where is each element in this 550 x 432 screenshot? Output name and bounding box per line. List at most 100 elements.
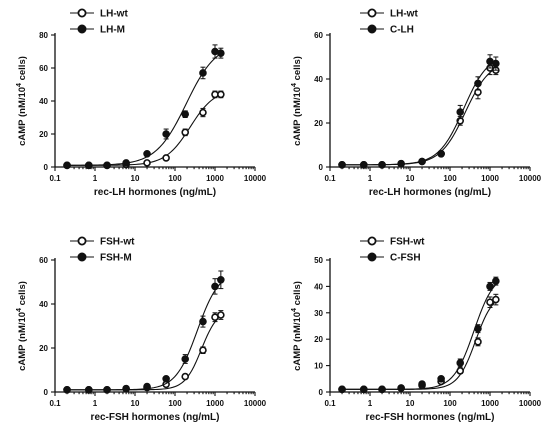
data-point [63,385,71,394]
data-point [199,346,207,355]
data-point [437,374,445,383]
data-point [143,382,151,391]
legend-marker [367,252,377,262]
x-tick-label: 1 [93,174,98,183]
series-filled [338,276,500,394]
data-point [122,384,130,393]
data-point [211,282,219,291]
data-point [103,385,111,394]
data-point [103,161,111,170]
data-point [397,159,405,168]
y-tick-label: 0 [319,163,324,172]
y-axis-title: cAMP (nM/104 cells) [16,281,28,371]
data-point [492,59,500,68]
y-tick-label: 10 [314,362,323,371]
data-point [143,150,151,158]
data-point [397,384,405,392]
y-axis-title: cAMP (nM/104 cells) [291,281,303,371]
x-tick-label: 1000 [481,399,499,408]
y-tick-label: 0 [44,163,49,172]
data-point [122,159,130,167]
y-tick-label: 40 [314,282,323,291]
fit-curve [67,53,222,166]
x-tick-label: 1000 [206,399,224,408]
data-point [217,90,225,99]
data-point [360,385,368,394]
legend-label: LH-wt [390,9,418,20]
x-axis-title: rec-FSH hormones (ng/mL) [91,412,220,423]
data-point [217,49,225,57]
legend-marker [77,236,87,246]
data-point [181,372,190,381]
y-tick-label: 50 [314,256,323,265]
x-tick-label: 10 [406,174,415,183]
x-axis-title: rec-LH hormones (ng/mL) [94,187,216,198]
x-tick-label: 10000 [519,174,542,183]
fit-curve [342,284,497,390]
x-tick-label: 1 [93,399,98,408]
data-point [338,161,346,169]
y-tick-label: 40 [39,97,48,106]
fit-curve [342,60,497,166]
data-point [199,69,207,77]
fit-curve [342,300,497,390]
data-point [378,161,386,169]
x-tick-label: 0.1 [324,399,336,408]
data-point [456,108,465,116]
series-open [338,60,500,169]
fit-curve [67,282,222,391]
x-axis-title: rec-FSH hormones (ng/mL) [366,412,495,423]
x-tick-label: 10 [131,174,140,183]
legend-marker [77,252,87,262]
y-tick-label: 60 [39,64,48,73]
data-point [217,275,225,284]
legend-label: LH-wt [100,9,128,20]
data-point [162,154,170,162]
x-tick-label: 10000 [244,174,267,183]
data-point [474,338,482,346]
data-point [85,161,93,170]
y-tick-label: 20 [39,130,48,139]
y-axis-title: cAMP (nM/104 cells) [16,56,28,146]
data-point [418,157,426,166]
x-tick-label: 10000 [244,399,267,408]
data-point [492,277,500,285]
data-point [181,355,190,363]
data-point [199,317,207,326]
data-point [63,161,71,170]
chart-panel-1: 0.1 1 10 100 1000 10000 0 20 40 60 80 rec-LH hormon… [16,8,267,198]
x-tick-label: 100 [443,174,457,183]
series-filled [338,54,500,169]
x-tick-label: 0.1 [49,174,61,183]
data-point [162,130,170,138]
x-tick-label: 1000 [481,174,499,183]
x-tick-label: 10 [406,399,415,408]
y-tick-label: 30 [314,309,323,318]
series-filled [63,270,225,394]
y-tick-label: 0 [319,388,324,397]
legend-marker [77,8,87,18]
series-open [63,90,225,170]
data-point [456,359,465,367]
series-filled [63,44,225,170]
legend-label: LH-M [100,25,125,36]
data-point [492,295,500,304]
x-tick-label: 0.1 [49,399,61,408]
data-point [199,108,207,117]
y-tick-label: 60 [314,31,323,40]
data-point [474,79,482,88]
legend-marker [367,24,377,34]
data-point [181,128,190,137]
y-tick-label: 0 [44,388,49,397]
legend-marker [77,24,87,34]
y-tick-label: 20 [39,344,48,353]
legend-label: C-FSH [390,253,421,264]
data-point [85,385,93,394]
legend-label: FSH-M [100,253,132,264]
y-tick-label: 40 [314,75,323,84]
y-tick-label: 60 [39,256,48,265]
y-tick-label: 20 [314,119,323,128]
x-axis-title: rec-LH hormones (ng/mL) [369,187,491,198]
y-axis-title: cAMP (nM/104 cells) [291,56,303,146]
